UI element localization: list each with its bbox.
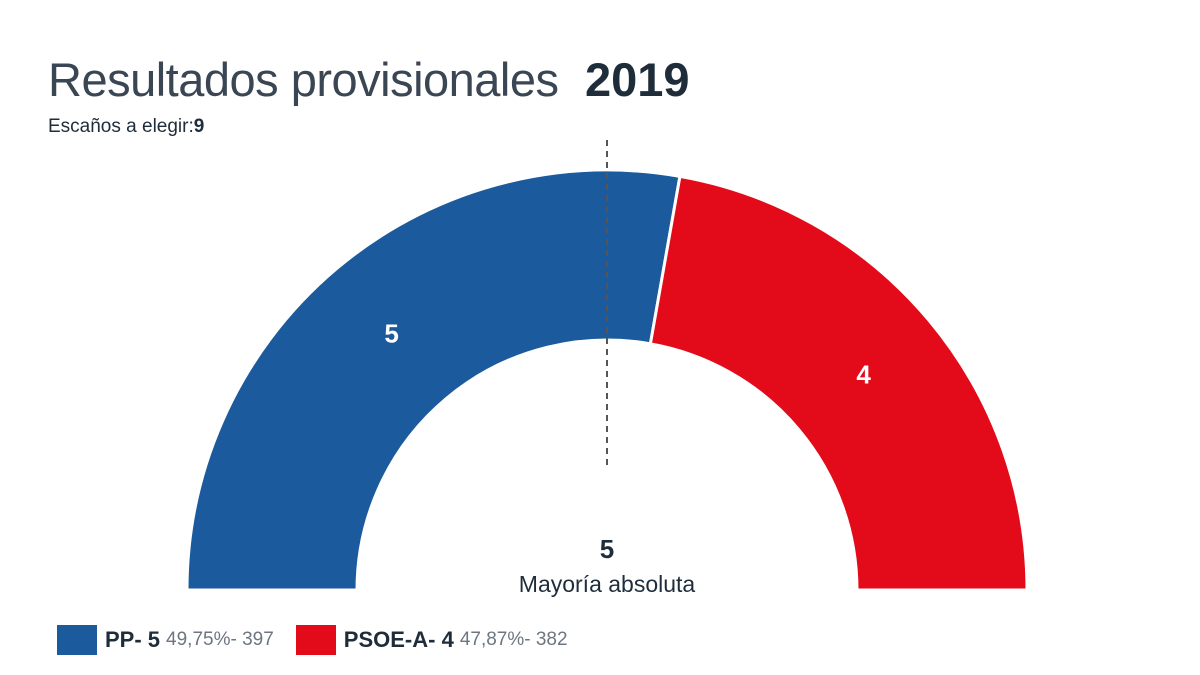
legend-swatch-pp xyxy=(57,625,97,655)
seats-to-elect: Escaños a elegir:9 xyxy=(48,116,204,138)
legend-name-psoe-a: PSOE-A- 4 xyxy=(343,627,454,652)
legend-item-pp: PP- 5 49,75%- 397 xyxy=(57,625,274,655)
seats-total: 9 xyxy=(193,116,205,137)
title-year: 2019 xyxy=(584,53,690,106)
legend-swatch-psoe-a xyxy=(295,625,336,655)
title-text: Resultados provisionales xyxy=(48,53,559,106)
majority-value: 5 xyxy=(600,534,614,564)
hemicycle-segment-pp xyxy=(185,168,682,592)
chart-title: Resultados provisionales 2019 xyxy=(48,52,690,107)
hemicycle-segment-psoe-a xyxy=(648,174,1029,592)
legend-detail-psoe-a: 47,87%- 382 xyxy=(459,629,568,650)
legend-item-psoe-a: PSOE-A- 4 47,87%- 382 xyxy=(295,625,568,655)
seat-count-psoe-a: 4 xyxy=(856,360,871,390)
majority-label: Mayoría absoluta xyxy=(519,571,696,597)
legend-detail-pp: 49,75%- 397 xyxy=(166,629,274,650)
seats-label: Escaños a elegir: xyxy=(48,116,194,137)
legend: PP- 5 49,75%- 397 PSOE-A- 4 47,87%- 382 xyxy=(57,625,590,655)
seat-count-pp: 5 xyxy=(384,318,398,348)
legend-name-pp: PP- 5 xyxy=(105,627,161,652)
